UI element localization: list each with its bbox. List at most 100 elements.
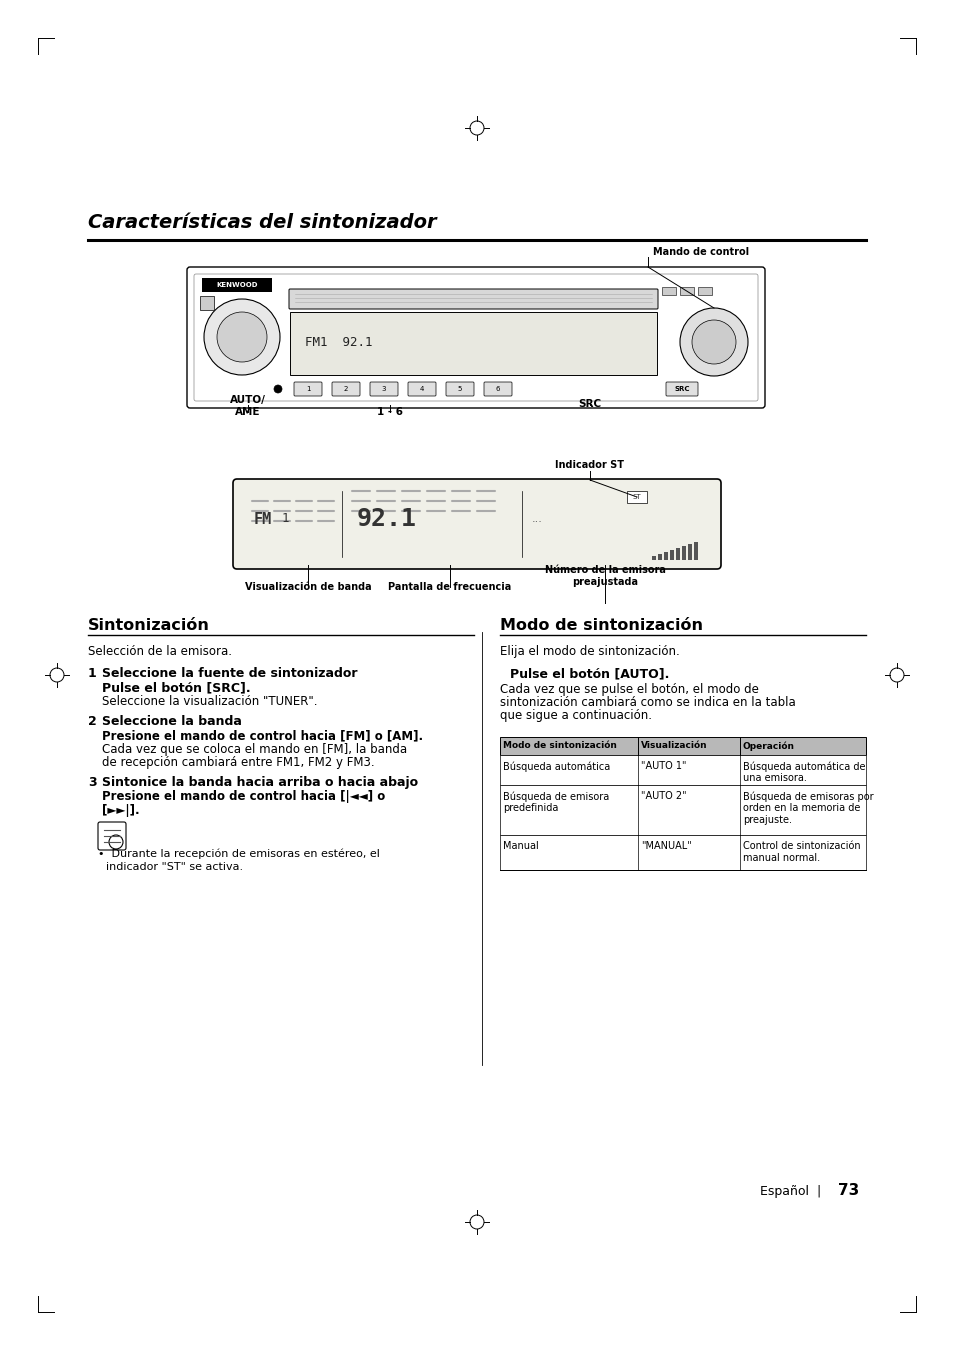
Text: FM: FM	[253, 512, 272, 526]
Text: Modo de sintonización: Modo de sintonización	[499, 618, 702, 633]
Circle shape	[216, 312, 267, 362]
Text: Control de sintonización: Control de sintonización	[742, 841, 860, 850]
Bar	[679, 288, 693, 296]
Text: "AUTO 2": "AUTO 2"	[640, 791, 686, 801]
Text: "MANUAL": "MANUAL"	[640, 841, 691, 850]
Text: Español  |: Español |	[760, 1185, 828, 1197]
FancyBboxPatch shape	[332, 382, 359, 396]
Text: Búsqueda de emisora: Búsqueda de emisora	[502, 791, 609, 802]
Text: Operación: Operación	[742, 741, 794, 751]
Text: Sintonice la banda hacia arriba o hacia abajo: Sintonice la banda hacia arriba o hacia …	[102, 776, 417, 788]
Text: SRC: SRC	[674, 386, 689, 391]
Text: manual normal.: manual normal.	[742, 853, 820, 863]
Circle shape	[204, 298, 280, 375]
Circle shape	[274, 385, 282, 393]
FancyBboxPatch shape	[665, 382, 698, 396]
Text: Pulse el botón [SRC].: Pulse el botón [SRC].	[102, 680, 251, 694]
Text: Mando de control: Mando de control	[652, 247, 748, 256]
Text: 92.1: 92.1	[356, 508, 416, 531]
Text: 2: 2	[88, 716, 96, 728]
Text: una emisora.: una emisora.	[742, 774, 806, 783]
Text: Características del sintonizador: Características del sintonizador	[88, 213, 436, 232]
Circle shape	[679, 308, 747, 377]
FancyBboxPatch shape	[370, 382, 397, 396]
Text: Pulse el botón [AUTO].: Pulse el botón [AUTO].	[510, 667, 669, 680]
Text: "AUTO 1": "AUTO 1"	[640, 761, 686, 771]
Text: Número de la emisora
preajustada: Número de la emisora preajustada	[544, 566, 665, 587]
Bar	[200, 296, 213, 310]
Text: [►►|].: [►►|].	[102, 805, 139, 817]
Text: Visualización de banda: Visualización de banda	[244, 582, 371, 593]
Text: 6: 6	[496, 386, 499, 391]
Text: 1 - 6: 1 - 6	[376, 406, 402, 417]
Text: Indicador ST: Indicador ST	[555, 460, 624, 470]
Text: Selección de la emisora.: Selección de la emisora.	[88, 645, 232, 657]
Text: 1: 1	[305, 386, 310, 391]
Text: FM1  92.1: FM1 92.1	[305, 336, 372, 350]
Bar	[663, 552, 667, 560]
Bar	[661, 288, 676, 296]
Bar	[669, 549, 673, 560]
Text: 5: 5	[457, 386, 461, 391]
FancyBboxPatch shape	[289, 289, 658, 309]
Text: orden en la memoria de: orden en la memoria de	[742, 803, 860, 813]
Bar	[658, 554, 661, 560]
FancyBboxPatch shape	[187, 267, 764, 408]
Bar	[202, 278, 272, 292]
Text: Búsqueda de emisoras por: Búsqueda de emisoras por	[742, 791, 873, 802]
FancyBboxPatch shape	[294, 382, 322, 396]
Text: Cada vez que se pulse el botón, el modo de: Cada vez que se pulse el botón, el modo …	[499, 683, 758, 697]
Text: 73: 73	[837, 1183, 859, 1197]
Bar	[676, 548, 679, 560]
Bar	[698, 288, 711, 296]
FancyBboxPatch shape	[408, 382, 436, 396]
Bar	[626, 491, 646, 504]
Text: SRC: SRC	[578, 400, 601, 409]
Bar	[693, 541, 698, 560]
Text: Modo de sintonización: Modo de sintonización	[502, 741, 617, 751]
Text: •  Durante la recepción de emisoras en estéreo, el: • Durante la recepción de emisoras en es…	[98, 849, 379, 859]
Text: Manual: Manual	[502, 841, 538, 850]
Circle shape	[691, 320, 735, 364]
Bar	[499, 755, 865, 784]
Text: 2: 2	[343, 386, 348, 391]
Text: sintonización cambiará como se indica en la tabla: sintonización cambiará como se indica en…	[499, 697, 795, 709]
FancyBboxPatch shape	[446, 382, 474, 396]
Text: ST: ST	[632, 494, 640, 499]
Text: predefinida: predefinida	[502, 803, 558, 813]
Bar	[499, 737, 865, 755]
Text: 1: 1	[282, 513, 289, 525]
Text: que sigue a continuación.: que sigue a continuación.	[499, 709, 651, 722]
Bar	[687, 544, 691, 560]
Text: ...: ...	[532, 514, 542, 524]
FancyBboxPatch shape	[233, 479, 720, 568]
Text: Seleccione la visualización "TUNER".: Seleccione la visualización "TUNER".	[102, 695, 317, 707]
Text: 4: 4	[419, 386, 424, 391]
Text: KENWOOD: KENWOOD	[216, 282, 257, 288]
Text: preajuste.: preajuste.	[742, 815, 791, 825]
Text: 1: 1	[88, 667, 96, 680]
Text: Seleccione la fuente de sintonizador: Seleccione la fuente de sintonizador	[102, 667, 357, 680]
Text: indicador "ST" se activa.: indicador "ST" se activa.	[106, 863, 243, 872]
Text: Búsqueda automática de: Búsqueda automática de	[742, 761, 864, 771]
Bar	[290, 312, 657, 375]
Text: 3: 3	[381, 386, 386, 391]
Text: Búsqueda automática: Búsqueda automática	[502, 761, 610, 771]
Text: Presione el mando de control hacia [FM] o [AM].: Presione el mando de control hacia [FM] …	[102, 729, 423, 742]
FancyBboxPatch shape	[483, 382, 512, 396]
Bar	[651, 556, 656, 560]
FancyBboxPatch shape	[98, 822, 126, 850]
Text: Sintonización: Sintonización	[88, 618, 210, 633]
Bar	[681, 545, 685, 560]
Text: 3: 3	[88, 776, 96, 788]
Text: Visualización: Visualización	[640, 741, 707, 751]
Text: Presione el mando de control hacia [|◄◄] o: Presione el mando de control hacia [|◄◄]…	[102, 790, 385, 803]
Bar	[499, 784, 865, 836]
Text: Pantalla de frecuencia: Pantalla de frecuencia	[388, 582, 511, 593]
Text: Seleccione la banda: Seleccione la banda	[102, 716, 242, 728]
FancyBboxPatch shape	[193, 274, 758, 401]
Bar	[499, 836, 865, 869]
Text: AUTO/
AME: AUTO/ AME	[230, 396, 266, 417]
Text: Elija el modo de sintonización.: Elija el modo de sintonización.	[499, 645, 679, 657]
Text: Cada vez que se coloca el mando en [FM], la banda: Cada vez que se coloca el mando en [FM],…	[102, 743, 407, 756]
